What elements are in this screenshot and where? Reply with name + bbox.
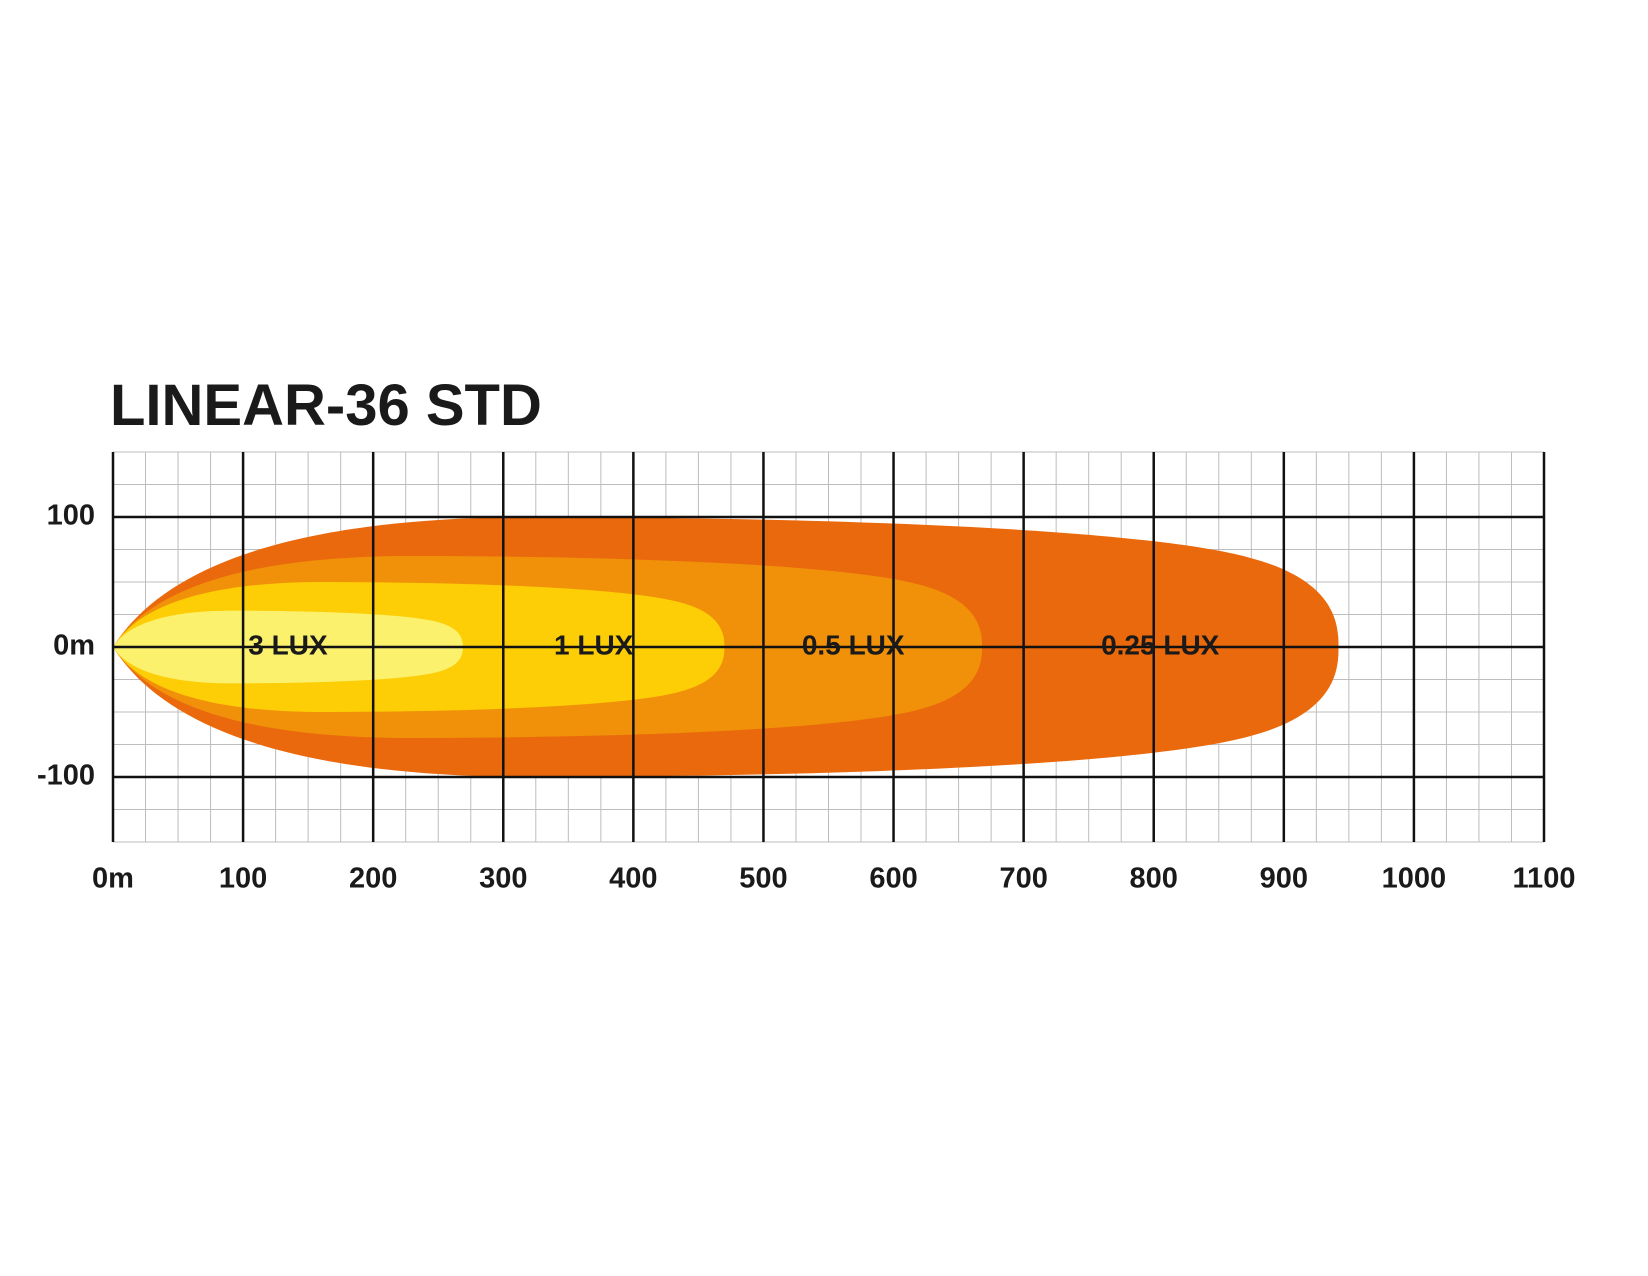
x-tick-label: 100 [219,863,267,895]
x-tick-label: 1000 [1382,863,1447,895]
x-tick-label: 600 [869,863,917,895]
y-tick-label: 100 [47,500,95,532]
x-tick-label: 0m [92,863,134,895]
zone-label: 1 LUX [554,629,634,660]
x-tick-label: 500 [739,863,787,895]
major-grid [111,452,1546,842]
zone-label: 0.5 LUX [802,629,905,660]
x-tick-label: 700 [999,863,1047,895]
labels: 0.25 LUX 0.5 LUX 1 LUX 3 LUX 0m 100 200 300 400 5… [37,500,1576,895]
x-tick-label: 1100 [1513,863,1576,895]
zone-label: 0.25 LUX [1101,629,1220,660]
chart-title: LINEAR-36 STD [110,373,542,438]
x-tick-label: 800 [1130,863,1178,895]
x-tick-label: 400 [609,863,657,895]
zone-label: 3 LUX [248,629,328,660]
y-tick-label: -100 [37,760,95,792]
x-tick-label: 900 [1260,863,1308,895]
x-tick-label: 300 [479,863,527,895]
y-tick-label: 0m [53,630,95,662]
x-tick-label: 200 [349,863,397,895]
